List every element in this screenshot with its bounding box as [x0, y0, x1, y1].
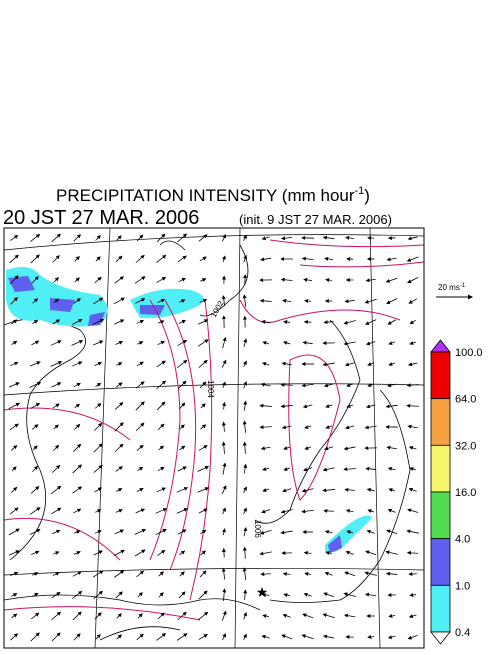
title: PRECIPITATION INTENSITY (mm hour-1): [56, 185, 370, 205]
marker-star: ★: [256, 584, 269, 600]
title-end: ): [364, 186, 370, 205]
colorbar-label: 64.0: [455, 394, 476, 406]
wind-legend-sup: -1: [460, 283, 466, 289]
valid-time: 20 JST 27 MAR. 2006: [3, 207, 199, 229]
colorbar-label: 1.0: [455, 580, 470, 592]
title-main: PRECIPITATION INTENSITY (mm hour: [56, 186, 355, 205]
wind-legend-text: 20 ms: [438, 283, 460, 292]
wind-legend-label: 20 ms-1: [438, 283, 466, 292]
colorbar-bin: [431, 399, 450, 446]
init-time: (init. 9 JST 27 MAR. 2006): [239, 212, 392, 227]
wind-arrow: [407, 406, 419, 407]
title-sup: -1: [355, 185, 365, 197]
colorbar-label: 100.0: [455, 347, 483, 359]
contour-label: 1004: [206, 380, 215, 398]
colorbar-bin: [431, 492, 450, 539]
contour-label: 1006: [253, 520, 262, 538]
wind-arrow: [261, 574, 271, 575]
colorbar-label: 4.0: [455, 534, 470, 546]
colorbar-bin: [431, 585, 450, 632]
colorbar-label: 16.0: [455, 487, 476, 499]
colorbar-over: [431, 340, 450, 352]
colorbar-bin: [431, 539, 450, 586]
colorbar: 100.0 64.0 32.0 16.0 4.0 1.0 0.4: [431, 340, 483, 644]
colorbar-bin: [431, 352, 450, 399]
colorbar-label: 32.0: [455, 440, 476, 452]
colorbar-label: 0.4: [455, 627, 470, 639]
wind-arrow: [409, 574, 417, 575]
wind-arrow: [281, 385, 293, 386]
colorbar-under: [431, 632, 450, 644]
colorbar-bin: [431, 445, 450, 492]
